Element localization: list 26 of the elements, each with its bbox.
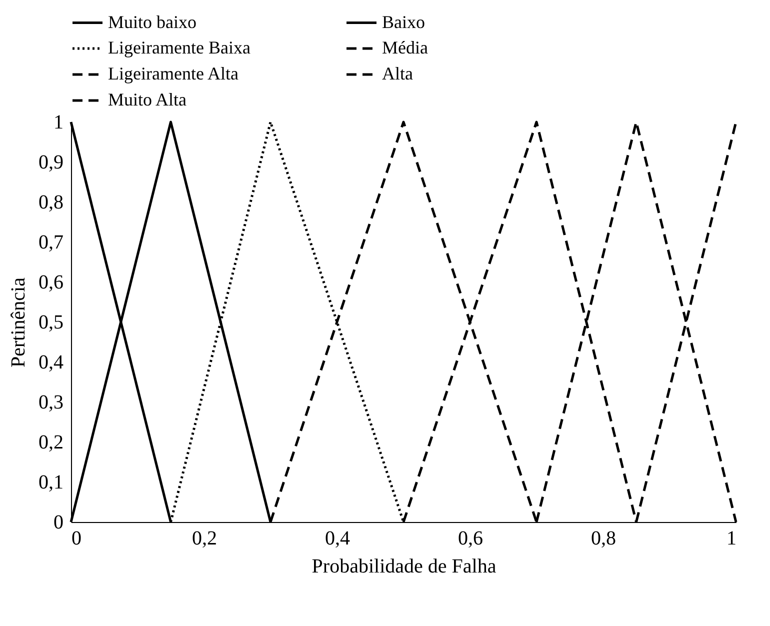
y-tick-label: 0,7 <box>38 232 64 254</box>
x-tick-label: 0,6 <box>458 528 483 550</box>
y-tick-label: 0,2 <box>38 432 64 454</box>
y-tick-label: 0,6 <box>38 272 64 294</box>
y-tick-label: 0,4 <box>38 352 64 374</box>
legend-label: Ligeiramente Baixa <box>108 38 250 58</box>
y-tick-label: 1 <box>54 112 64 134</box>
legend-label: Alta <box>382 64 413 84</box>
y-tick-label: 0,3 <box>38 392 64 414</box>
legend-label: Baixo <box>382 12 425 32</box>
legend-label: Média <box>382 38 428 58</box>
legend-label: Muito baixo <box>108 12 196 32</box>
y-axis-title: Pertinência <box>8 277 30 368</box>
x-tick-label: 0,4 <box>325 528 350 550</box>
legend-label: Muito Alta <box>108 90 187 110</box>
y-tick-label: 0 <box>54 512 64 534</box>
legend-label: Ligeiramente Alta <box>108 64 238 84</box>
y-tick-label: 0,1 <box>38 472 64 494</box>
y-tick-label: 0,9 <box>38 152 64 174</box>
x-tick-label: 1 <box>726 528 736 550</box>
y-tick-label: 0,8 <box>38 192 64 214</box>
x-tick-label: 0,8 <box>591 528 616 550</box>
x-tick-label: 0,2 <box>192 528 217 550</box>
y-tick-label: 0,5 <box>38 312 64 334</box>
x-axis-title: Probabilidade de Falha <box>312 556 496 578</box>
x-tick-label: 0 <box>72 528 82 550</box>
